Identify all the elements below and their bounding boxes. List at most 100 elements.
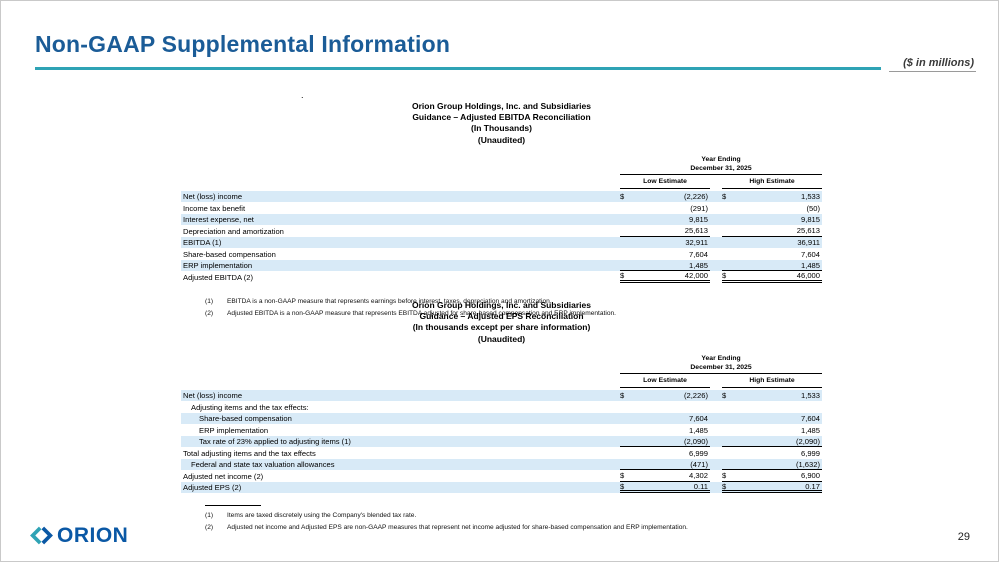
- high-estimate-cell: $6,900: [722, 470, 822, 482]
- table-heading-line: Guidance – Adjusted EPS Reconciliation: [419, 311, 584, 322]
- footnote: (2) Adjusted net income and Adjusted EPS …: [205, 524, 822, 532]
- low-estimate-cell: [620, 401, 710, 413]
- low-estimate-value: 9,815: [688, 215, 708, 225]
- table-heading-line: (Unaudited): [477, 333, 526, 344]
- stray-dot: .: [301, 90, 304, 100]
- low-estimate-header: Low Estimate: [620, 178, 710, 189]
- table-row: Tax rate of 23% applied to adjusting ite…: [181, 435, 822, 448]
- low-estimate-value: 32,911: [685, 238, 708, 248]
- low-estimate-cell: (2,090): [620, 436, 710, 448]
- page-title: Non-GAAP Supplemental Information: [35, 31, 451, 57]
- low-estimate-cell: $ (2,226): [620, 191, 710, 203]
- row-label: Income tax benefit: [183, 203, 246, 213]
- high-estimate-cell: (1,632): [722, 459, 822, 471]
- dollar-sign: $: [722, 271, 727, 281]
- row-label: Total adjusting items and the tax effect…: [183, 448, 316, 458]
- footnote-number: (2): [205, 524, 214, 532]
- dollar-sign: $: [722, 471, 727, 481]
- low-estimate-value: 1,485: [688, 260, 708, 270]
- table-row: Depreciation and amortization 25,613 25,…: [181, 225, 822, 237]
- footnote-number: (1): [205, 297, 214, 305]
- low-estimate-cell: 25,613: [620, 225, 710, 237]
- title-rule-row: ($ in millions): [35, 57, 976, 72]
- period-label: Year Ending: [701, 155, 741, 163]
- eps-table: Orion Group Holdings, Inc. and Subsidiar…: [181, 300, 822, 536]
- orion-logo-text: ORION: [57, 523, 129, 547]
- row-label: Adjusting items and the tax effects:: [191, 402, 309, 412]
- high-estimate-header: High Estimate: [722, 377, 822, 388]
- high-estimate-cell: $1,533: [722, 191, 822, 203]
- table-row: ERP implementation 1,485 1,485: [181, 259, 822, 272]
- low-estimate-cell: $4,302: [620, 470, 710, 482]
- high-estimate-value: 9,815: [800, 215, 820, 225]
- row-label: Net (loss) income: [183, 391, 243, 401]
- high-estimate-value: 0.17: [805, 481, 820, 491]
- ebitda-table: Orion Group Holdings, Inc. and Subsidiar…: [181, 101, 822, 322]
- footnotes: (1) EBITDA is a non-GAAP measure that rep…: [181, 298, 822, 318]
- column-header: Year Ending December 31, 2025 Low Estima…: [181, 155, 822, 189]
- row-label: Share-based compensation: [183, 249, 276, 259]
- high-estimate-value: (50): [806, 203, 820, 213]
- table-row: Adjusted net income (2) $4,302 $6,900: [181, 470, 822, 482]
- row-label: Adjusted EBITDA (2): [183, 272, 254, 282]
- low-estimate-cell: 7,604: [620, 248, 710, 260]
- low-estimate-cell: (471): [620, 459, 710, 471]
- low-estimate-cell: 9,815: [620, 214, 710, 226]
- high-estimate-value: 7,604: [800, 414, 820, 424]
- low-estimate-value: 0.11: [693, 481, 708, 491]
- table-row: Income tax benefit (291) (50): [181, 202, 822, 214]
- table-heading-line: (In thousands except per share informati…: [412, 322, 591, 333]
- high-estimate-cell: (50): [722, 202, 822, 214]
- low-estimate-cell: $ (2,226): [620, 390, 710, 402]
- low-estimate-value: (2,090): [683, 436, 708, 446]
- high-estimate-value: 6,999: [800, 448, 820, 458]
- high-estimate-cell: 7,604: [722, 248, 822, 260]
- table-heading-line: (In Thousands): [471, 123, 532, 134]
- footnote-text: EBITDA is a non-GAAP measure that repres…: [227, 297, 552, 305]
- column-header: Year Ending December 31, 2025 Low Estima…: [181, 354, 822, 388]
- table-heading: Orion Group Holdings, Inc. and Subsidiar…: [181, 300, 822, 345]
- dollar-sign: $: [722, 391, 727, 401]
- high-estimate-cell: 25,613: [722, 225, 822, 237]
- table-heading-line: (Unaudited): [477, 134, 526, 145]
- high-estimate-cell: 6,999: [722, 447, 822, 459]
- row-label: EBITDA (1): [183, 238, 222, 248]
- low-estimate-cell: $42,000: [620, 271, 710, 283]
- high-estimate-cell: $46,000: [722, 271, 822, 283]
- table-heading-line: Guidance – Adjusted EBITDA Reconciliatio…: [412, 112, 591, 123]
- table-row: Adjusted EBITDA (2) $42,000 $46,000: [181, 271, 822, 283]
- footnote: (1) Items are taxed discretely using the …: [205, 512, 822, 520]
- footnote-text: Adjusted net income and Adjusted EPS are…: [227, 524, 688, 532]
- row-label: Depreciation and amortization: [183, 226, 284, 236]
- row-label: Adjusted EPS (2): [183, 483, 242, 493]
- high-estimate-cell: $1,533: [722, 390, 822, 402]
- accent-line: [35, 67, 882, 70]
- table-row: Adjusted EPS (2) $0.11 $0.17: [181, 482, 822, 494]
- units-note: ($ in millions): [889, 57, 976, 72]
- table-row: Total adjusting items and the tax effect…: [181, 447, 822, 459]
- table-heading-line: Orion Group Holdings, Inc. and Subsidiar…: [412, 300, 591, 310]
- high-estimate-value: (1,632): [795, 459, 820, 469]
- table-row: Share-based compensation 7,604 7,604: [181, 248, 822, 260]
- table-row: Net (loss) income $ (2,226) $1,533: [181, 389, 822, 402]
- high-estimate-value: 1,533: [800, 192, 820, 202]
- high-estimate-value: 1,485: [800, 425, 820, 435]
- dollar-sign: $: [620, 192, 625, 202]
- row-label: Tax rate of 23% applied to adjusting ite…: [199, 437, 351, 447]
- low-estimate-value: 7,604: [688, 414, 708, 424]
- row-label: Federal and state tax valuation allowanc…: [191, 460, 335, 470]
- low-estimate-cell: 32,911: [620, 237, 710, 249]
- low-estimate-value: 42,000: [684, 271, 708, 281]
- high-estimate-value: 46,000: [796, 271, 820, 281]
- table-row: ERP implementation 1,485 1,485: [181, 424, 822, 436]
- dollar-sign: $: [620, 391, 625, 401]
- table-heading-line: Orion Group Holdings, Inc. and Subsidiar…: [412, 101, 591, 111]
- dollar-sign: $: [620, 471, 625, 481]
- high-estimate-cell: 7,604: [722, 413, 822, 425]
- high-estimate-value: 7,604: [800, 249, 820, 259]
- table-row: Net (loss) income $ (2,226) $1,533: [181, 190, 822, 203]
- row-label: Net (loss) income: [183, 192, 243, 202]
- high-estimate-cell: 36,911: [722, 237, 822, 249]
- footnote: (2) Adjusted EBITDA is a non-GAAP measure…: [205, 310, 822, 318]
